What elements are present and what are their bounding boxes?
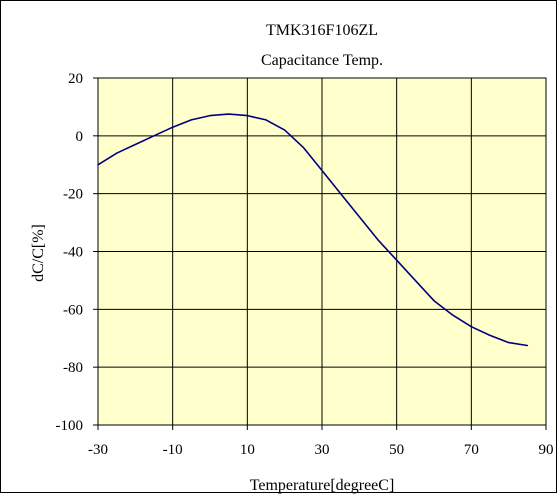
- x-axis-label: Temperature[degreeC]: [250, 477, 395, 494]
- y-axis-label: dC/C[%]: [30, 224, 47, 282]
- chart-title: TMK316F106ZL: [266, 22, 378, 39]
- x-tick-label: -10: [163, 442, 183, 458]
- x-tick-label: 50: [389, 442, 404, 458]
- x-tick-label: 90: [539, 442, 554, 458]
- x-tick-label: 10: [240, 442, 255, 458]
- x-tick-label: 30: [315, 442, 330, 458]
- y-tick-label: -40: [63, 245, 83, 261]
- y-tick-label: -60: [63, 302, 83, 318]
- y-tick-label: -80: [63, 360, 83, 376]
- plot-area: -30 -10 10 30 50 70 90 20 0 -20 -40 -60 -80 -100: [56, 71, 554, 458]
- series-line: [97, 113, 529, 347]
- y-tick-label: -100: [56, 418, 84, 434]
- x-tick-label: -30: [88, 442, 108, 458]
- y-tick-label: 20: [68, 71, 83, 87]
- y-tick-label: -20: [63, 187, 83, 203]
- x-tick-label: 70: [464, 442, 479, 458]
- y-tick-label: 0: [76, 129, 84, 145]
- chart-subtitle: Capacitance Temp.: [261, 52, 383, 69]
